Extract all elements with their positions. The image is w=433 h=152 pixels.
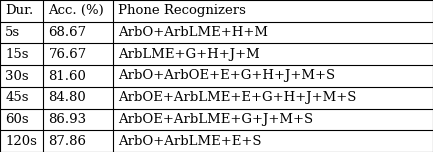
Text: ArbO+ArbOE+E+G+H+J+M+S: ArbO+ArbOE+E+G+H+J+M+S (118, 69, 335, 83)
Text: 120s: 120s (5, 135, 37, 148)
Text: 87.86: 87.86 (48, 135, 87, 148)
Text: 60s: 60s (5, 113, 29, 126)
Text: 15s: 15s (5, 48, 29, 61)
Text: 68.67: 68.67 (48, 26, 87, 39)
Text: 86.93: 86.93 (48, 113, 87, 126)
Text: ArbLME+G+H+J+M: ArbLME+G+H+J+M (118, 48, 259, 61)
Text: 5s: 5s (5, 26, 20, 39)
Text: ArbOE+ArbLME+E+G+H+J+M+S: ArbOE+ArbLME+E+G+H+J+M+S (118, 91, 356, 104)
Text: 30s: 30s (5, 69, 29, 83)
Text: ArbO+ArbLME+E+S: ArbO+ArbLME+E+S (118, 135, 261, 148)
Text: 76.67: 76.67 (48, 48, 87, 61)
Text: Phone Recognizers: Phone Recognizers (118, 4, 246, 17)
Text: 81.60: 81.60 (48, 69, 86, 83)
Text: 45s: 45s (5, 91, 29, 104)
Text: ArbOE+ArbLME+G+J+M+S: ArbOE+ArbLME+G+J+M+S (118, 113, 313, 126)
Text: ArbO+ArbLME+H+M: ArbO+ArbLME+H+M (118, 26, 268, 39)
Text: Dur.: Dur. (5, 4, 33, 17)
Text: 84.80: 84.80 (48, 91, 86, 104)
Text: Acc. (%): Acc. (%) (48, 4, 104, 17)
